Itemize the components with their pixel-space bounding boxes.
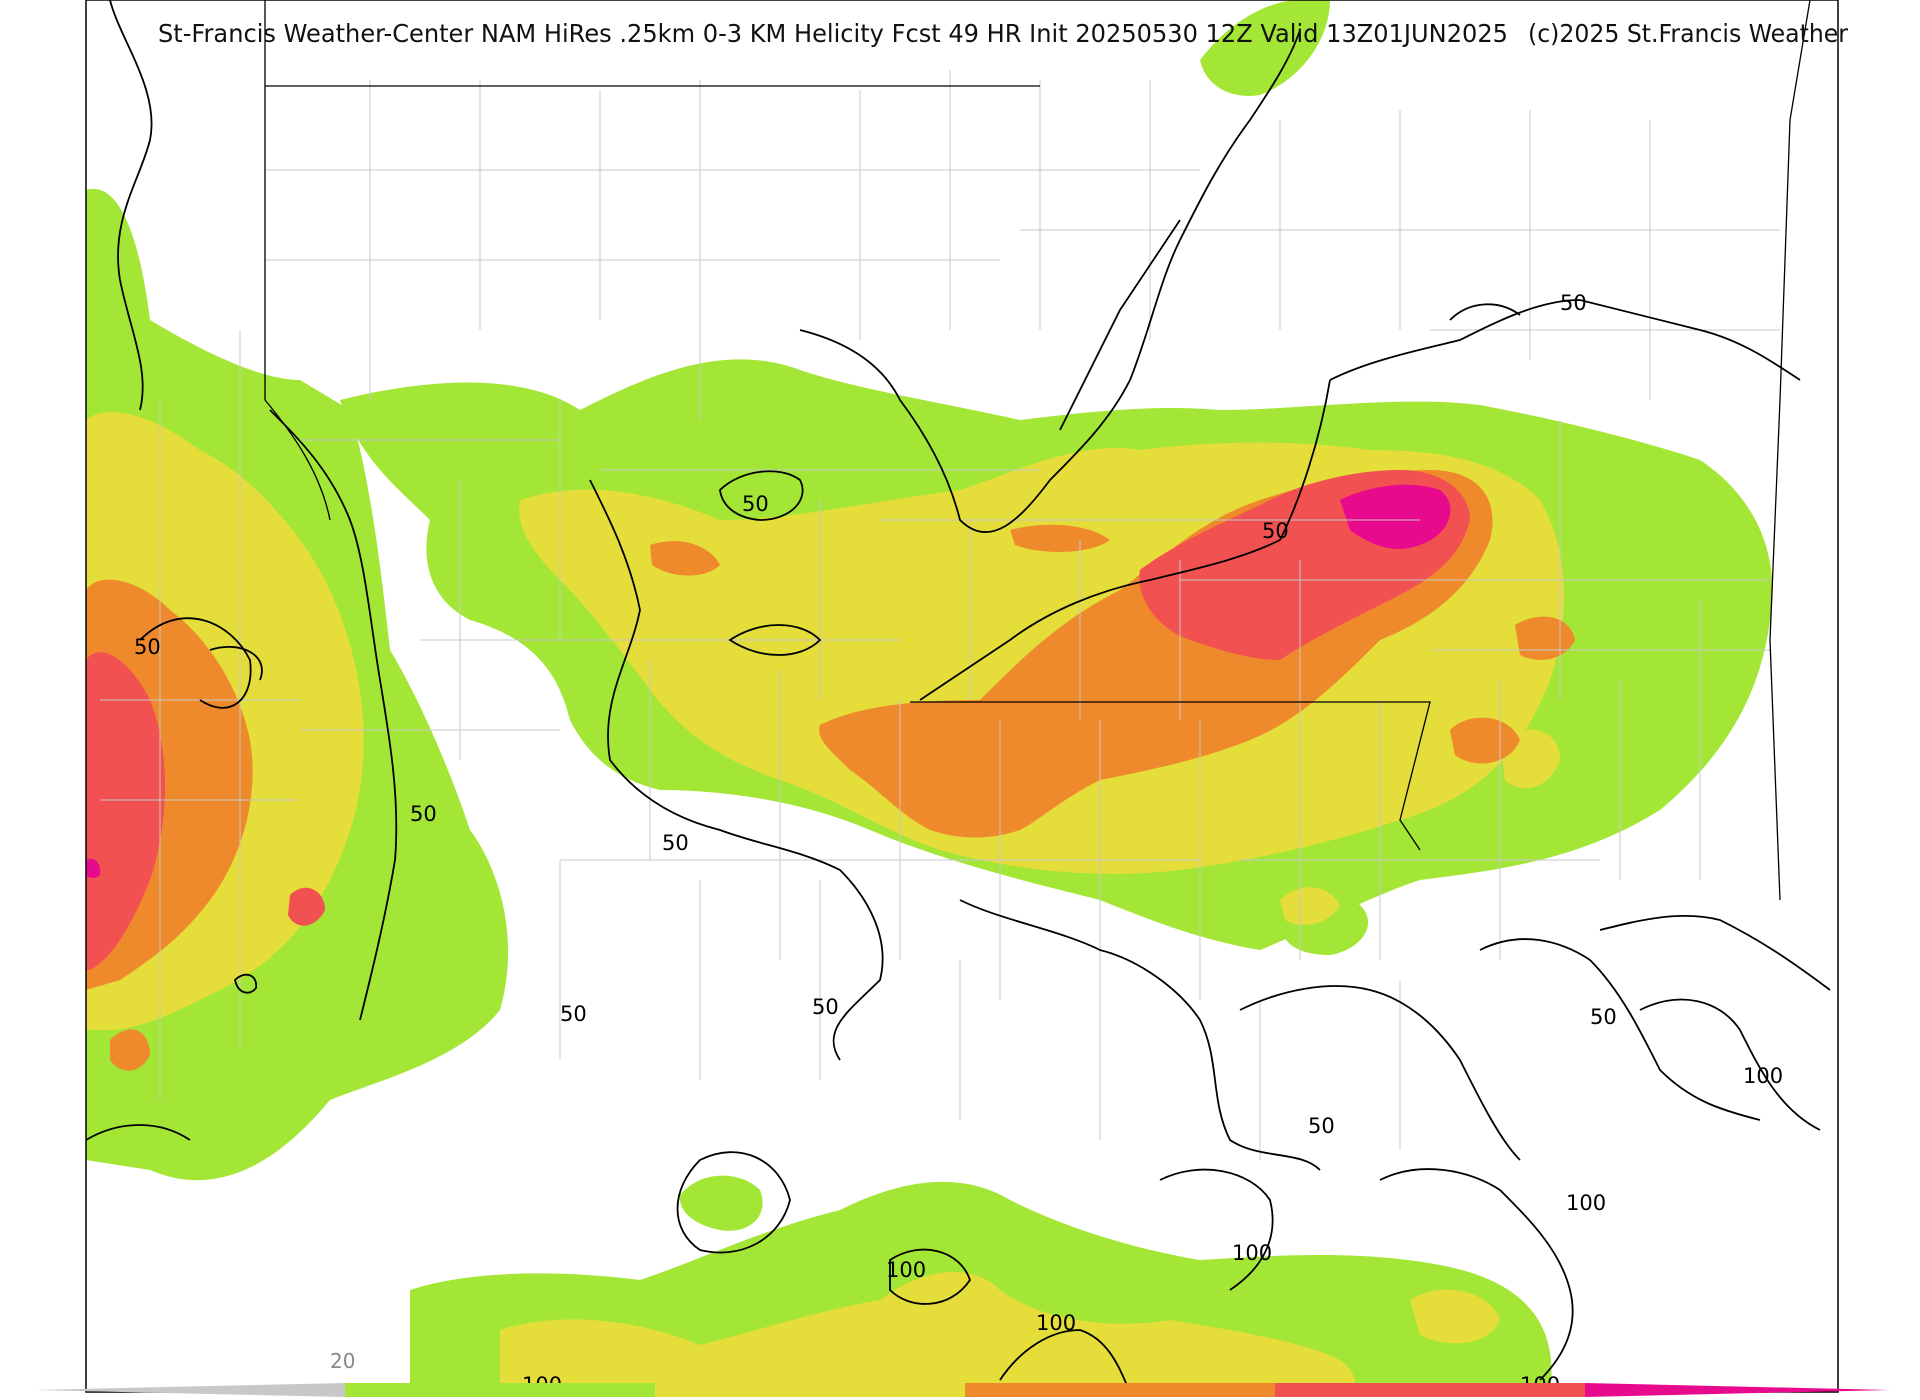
contour-label: 50 <box>1560 291 1587 315</box>
contour-label: 100 <box>1232 1241 1272 1265</box>
colorbar-tick-label: 20 <box>330 1349 355 1373</box>
helicity-contours <box>86 0 1831 1392</box>
county-lines <box>100 70 1780 1160</box>
contour-label: 50 <box>1308 1114 1335 1138</box>
colorbar-left-triangle <box>34 1383 345 1397</box>
colorbar-segment-lime <box>345 1383 655 1397</box>
contour-label: 100 <box>1036 1311 1076 1335</box>
colorbar: 20 <box>34 1349 1890 1397</box>
colorbar-segment-red <box>1275 1383 1585 1397</box>
contour-label: 50 <box>1262 519 1289 543</box>
contour-label: 50 <box>410 802 437 826</box>
colorbar-segment-magenta <box>1585 1383 1890 1397</box>
state-borders <box>264 0 1811 901</box>
helicity-band-magenta <box>86 484 1451 879</box>
contour-label: 50 <box>812 995 839 1019</box>
contour-label: 100 <box>1566 1191 1606 1215</box>
contour-labels: 50 50 50 50 50 50 50 50 50 50 100 100 10… <box>134 291 1783 1397</box>
contour-label: 50 <box>134 635 161 659</box>
contour-label: 50 <box>662 831 689 855</box>
copyright-text: (c)2025 St.Francis Weather <box>1528 19 1849 48</box>
contour-label: 100 <box>886 1258 926 1282</box>
colorbar-segment-yellow <box>655 1383 965 1397</box>
colorbar-segment-orange <box>965 1383 1275 1397</box>
contour-label: 50 <box>742 492 769 516</box>
contour-label: 50 <box>560 1002 587 1026</box>
map-title: St-Francis Weather-Center NAM HiRes .25k… <box>158 19 1508 48</box>
helicity-shading <box>86 0 1773 1392</box>
contour-label: 100 <box>1743 1064 1783 1088</box>
contour-label: 50 <box>1590 1005 1617 1029</box>
